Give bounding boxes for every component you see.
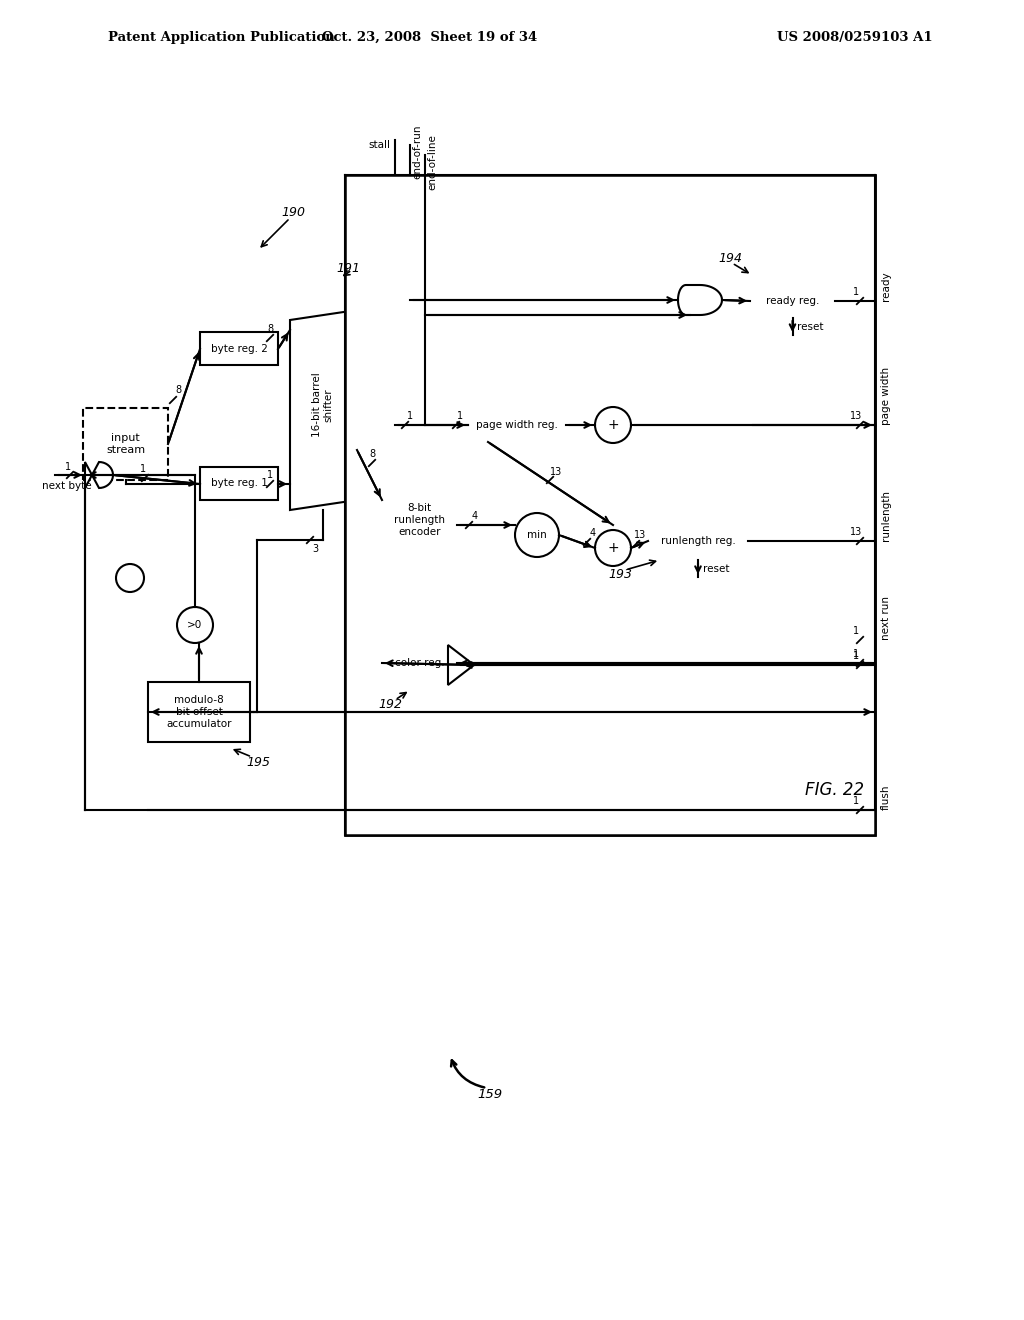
Text: page width reg.: page width reg.: [476, 421, 558, 430]
FancyBboxPatch shape: [468, 409, 566, 442]
Text: 190: 190: [281, 206, 305, 219]
Text: end-of-line: end-of-line: [427, 135, 437, 190]
Text: reset: reset: [702, 564, 729, 574]
Text: byte reg. 1: byte reg. 1: [211, 479, 267, 488]
Text: next byte: next byte: [42, 480, 91, 491]
Text: 13: 13: [634, 531, 646, 540]
Text: 1: 1: [853, 649, 859, 659]
FancyBboxPatch shape: [750, 282, 835, 318]
Text: 13: 13: [850, 527, 862, 537]
Text: 1: 1: [853, 626, 859, 636]
Text: 192: 192: [378, 698, 402, 711]
Text: min: min: [527, 531, 547, 540]
Polygon shape: [85, 462, 113, 488]
Text: color reg.: color reg.: [394, 659, 444, 668]
Text: Oct. 23, 2008  Sheet 19 of 34: Oct. 23, 2008 Sheet 19 of 34: [323, 30, 538, 44]
FancyBboxPatch shape: [345, 176, 874, 836]
Polygon shape: [678, 285, 722, 315]
Text: 195: 195: [246, 755, 270, 768]
Text: +: +: [607, 418, 618, 432]
Text: input
stream: input stream: [105, 433, 145, 455]
Text: 4: 4: [590, 528, 596, 539]
Text: 13: 13: [850, 411, 862, 421]
Text: 4: 4: [472, 511, 478, 521]
Text: reset: reset: [798, 322, 823, 333]
Text: page width: page width: [881, 367, 891, 425]
Text: 8: 8: [267, 323, 273, 334]
Text: flush: flush: [881, 784, 891, 810]
Text: +: +: [607, 541, 618, 554]
Text: runlength: runlength: [881, 490, 891, 541]
Text: 3: 3: [312, 544, 318, 554]
FancyBboxPatch shape: [382, 465, 457, 576]
FancyBboxPatch shape: [200, 467, 278, 500]
Polygon shape: [290, 310, 357, 510]
Text: 1: 1: [140, 465, 146, 474]
Text: 1: 1: [267, 470, 273, 480]
Text: ready reg.: ready reg.: [766, 296, 819, 305]
Polygon shape: [449, 645, 474, 685]
Text: 1: 1: [853, 286, 859, 297]
Text: next run: next run: [881, 597, 891, 640]
Text: 193: 193: [608, 569, 632, 582]
Text: 191: 191: [336, 261, 360, 275]
Text: FIG. 22: FIG. 22: [806, 781, 864, 799]
Text: end-of-run: end-of-run: [412, 125, 422, 180]
Text: >0: >0: [187, 620, 203, 630]
FancyBboxPatch shape: [345, 176, 874, 836]
FancyBboxPatch shape: [200, 333, 278, 366]
Text: 1: 1: [65, 462, 71, 473]
FancyBboxPatch shape: [148, 682, 250, 742]
Text: 13: 13: [550, 467, 562, 477]
FancyBboxPatch shape: [382, 647, 457, 680]
Text: stall: stall: [368, 140, 390, 150]
Text: byte reg. 2: byte reg. 2: [211, 343, 267, 354]
Text: 1: 1: [407, 411, 413, 421]
Text: 8: 8: [369, 449, 375, 459]
Text: 1: 1: [853, 651, 859, 661]
Text: runlength reg.: runlength reg.: [660, 536, 735, 546]
Text: ready: ready: [881, 272, 891, 301]
Text: 16-bit barrel
shifter: 16-bit barrel shifter: [312, 372, 334, 437]
Text: 8: 8: [175, 385, 181, 395]
Text: US 2008/0259103 A1: US 2008/0259103 A1: [777, 30, 933, 44]
FancyBboxPatch shape: [648, 521, 748, 560]
Text: 159: 159: [477, 1089, 503, 1101]
Text: 1: 1: [853, 796, 859, 807]
Text: modulo-8
bit offset
accumulator: modulo-8 bit offset accumulator: [166, 696, 231, 729]
FancyBboxPatch shape: [83, 408, 168, 480]
Text: 8-bit
runlength
encoder: 8-bit runlength encoder: [394, 503, 445, 537]
Text: 194: 194: [718, 252, 742, 264]
Text: Patent Application Publication: Patent Application Publication: [108, 30, 335, 44]
Text: 1: 1: [457, 411, 463, 421]
